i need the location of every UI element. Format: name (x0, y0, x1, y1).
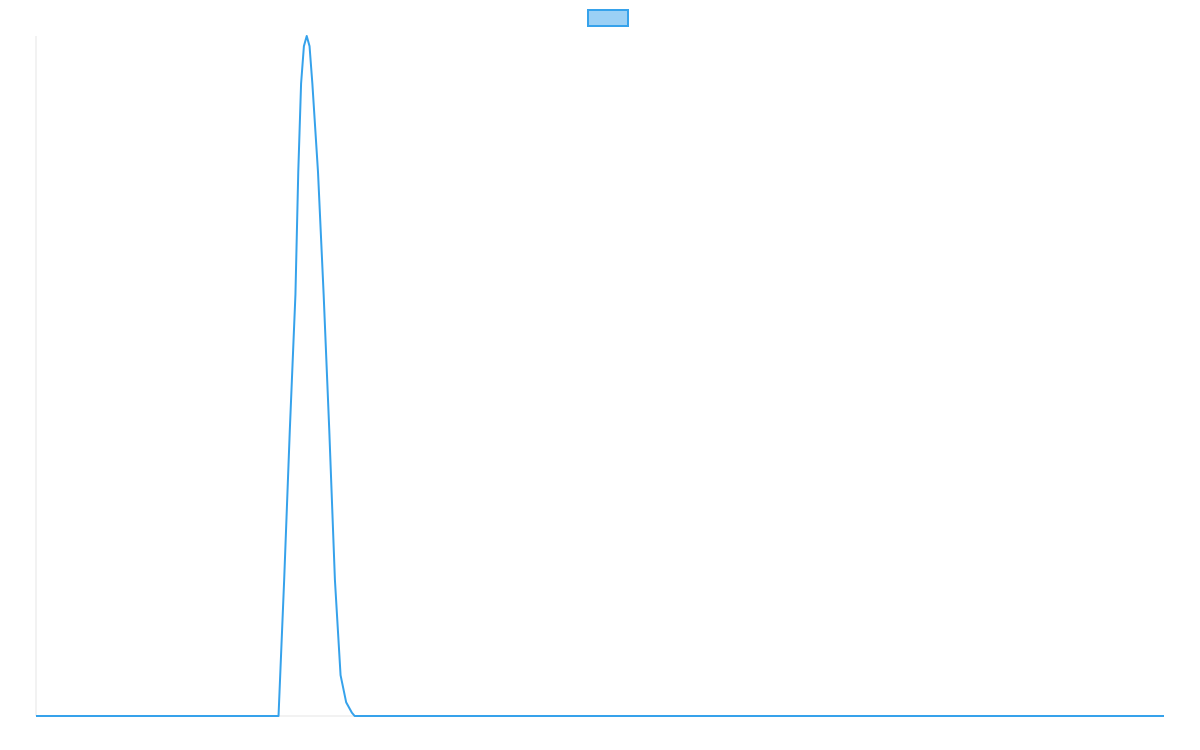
axes (35, 36, 1164, 717)
series-line-1 (36, 35, 1164, 717)
series-layer (36, 35, 1164, 717)
legend-swatch-1[interactable] (587, 9, 629, 27)
legend[interactable] (587, 9, 629, 27)
